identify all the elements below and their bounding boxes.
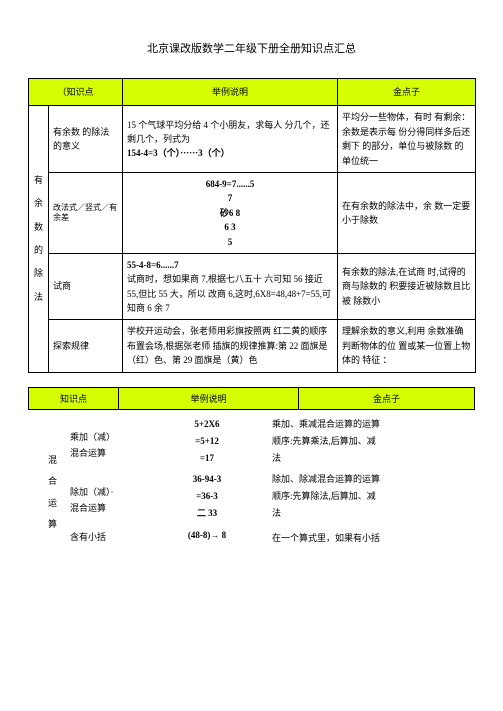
t2-header-col2: 举例说明	[119, 388, 299, 409]
t2-b2-desc: 除加、除减混合运算的运算 顺序:先算除法,后算加、减 法	[272, 471, 475, 522]
t2-last-label: 含有小括	[70, 530, 142, 547]
t1-r3-tip: 有余数的除法,在试商 时,试得的商与除数的 积要接近被除数且比被 除数小	[338, 253, 476, 320]
t2-b1-calc: 5+2X6 =5+12 =17	[142, 416, 272, 467]
t1-header-col2: 举例说明	[123, 79, 338, 106]
t1-header-col3: 金点子	[338, 79, 476, 106]
t2-b1-desc: 乘加、乘减混合运算的运算 顺序:先算乘法,后算加、减 法	[272, 416, 475, 467]
t1-r4-example: 学校开运动会，张老师用彩旗按照两 红二黄的顺序布置会场,根据张老师 插旗的规律推…	[123, 320, 338, 372]
t1-header-col1: （知识点	[29, 79, 123, 106]
t1-r1-tip: 平均分一些物体，有时 有剩余：余数是表示每 份分得同样多后还剩下 的部分，单位与…	[338, 106, 476, 173]
page-title: 北京课改版数学二年级下册全册知识点汇总	[28, 40, 475, 56]
t2-b2-calc: 36-94-3 =36-3 二 33	[142, 471, 272, 522]
t1-r4-tip: 理解余数的意义,利用 余数准确判断物体的位 置或某一位置上物体的 特征 ：	[338, 320, 476, 372]
t1-r2-example: 684-9=7......5 7 砂6 8 6 3 5	[123, 172, 338, 253]
t2-last-calc: (48-8)→ 8	[142, 530, 272, 547]
knowledge-table-1: （知识点 举例说明 金点子 有余数的除法 有余数 的除法 的意义 15 个气球平…	[28, 78, 476, 373]
t1-r2-label: 改法式／竖式／有余差	[49, 172, 123, 253]
t2-body: 混合运算 乘加（减） 混合运算 5+2X6 =5+12 =17 乘加、乘减混合运…	[28, 416, 475, 552]
t1-vert-label: 有余数的除法	[29, 106, 49, 372]
t1-r3-label: 试商	[49, 253, 123, 320]
t2-header-wrap: 知识点 举例说明 金点子	[28, 387, 475, 410]
t1-r4-label: 探索规律	[49, 320, 123, 372]
t2-vert-label: 混合运算	[48, 416, 70, 552]
t1-r2-tip: 在有余数的除法中，余 数一定要小于除数	[338, 172, 476, 253]
t2-b2-label: 除加（减）· 混合运算	[70, 471, 142, 522]
t2-last-desc: 在一个算式里，如果有小括	[272, 530, 475, 547]
t1-r1-label: 有余数 的除法 的意义	[49, 106, 123, 173]
t2-b1-label: 乘加（减） 混合运算	[70, 416, 142, 467]
t1-r1-example: 15 个气球平均分给 4 个小朋友，求每人 分几个，还剩几个，列式为 154-4…	[123, 106, 338, 173]
t2-header-col3: 金点子	[299, 388, 474, 409]
t1-r3-example: 55-4-8=6......7 试商时，想如果商 7,根据七八五十 六可知 56…	[123, 253, 338, 320]
t2-header-col1: 知识点	[29, 388, 119, 409]
